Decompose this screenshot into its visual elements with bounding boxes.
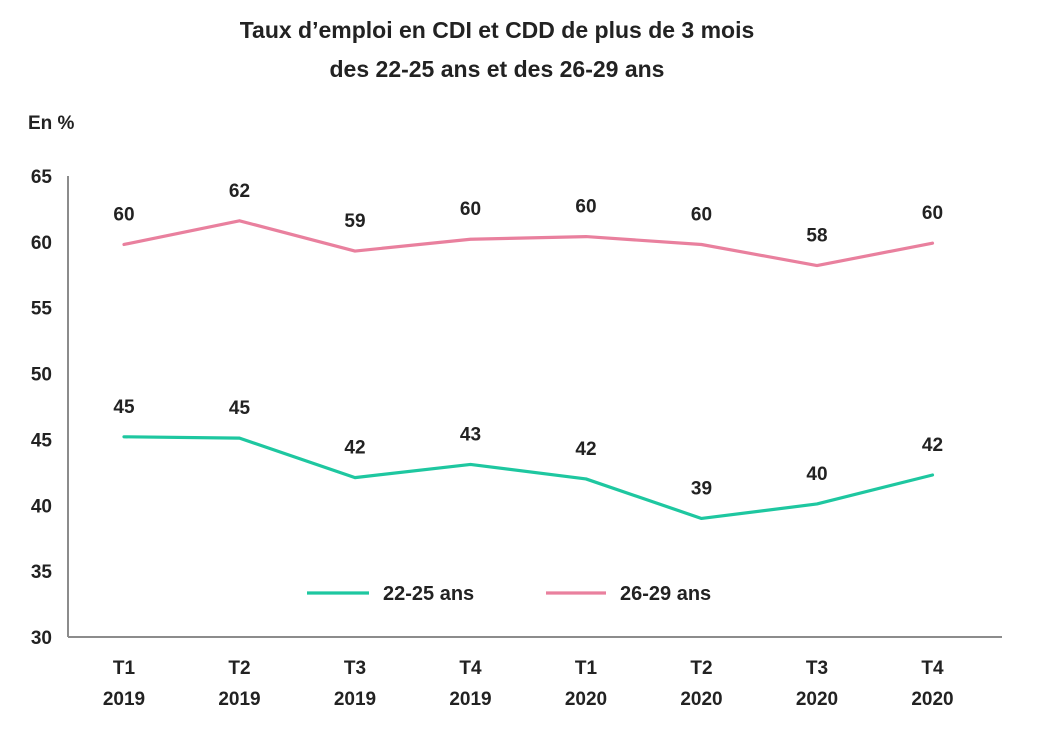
x-tick-year: 2020 (911, 689, 953, 710)
y-ticks: 30 35 40 45 50 55 60 65 (31, 167, 53, 649)
x-ticks: T1 2019 T2 2019 T3 2019 T4 2019 T1 2020 T2 2020 T3 20… (103, 658, 954, 710)
y-tick-label: 40 (31, 496, 52, 517)
x-tick-year: 2020 (796, 689, 838, 710)
data-label: 60 (691, 204, 712, 225)
y-tick-label: 55 (31, 299, 53, 320)
data-label: 45 (229, 398, 251, 419)
series-line-26-29 (122, 219, 935, 268)
x-tick-quarter: T2 (228, 658, 250, 679)
x-tick-year: 2019 (334, 689, 376, 710)
x-tick-quarter: T2 (690, 658, 712, 679)
series-line-22-25 (122, 435, 935, 521)
x-tick-quarter: T3 (344, 658, 366, 679)
legend: 22-25 ans 26-29 ans (307, 583, 711, 605)
x-tick-quarter: T1 (575, 658, 598, 679)
chart-title-line-1: Taux d’emploi en CDI et CDD de plus de 3… (240, 17, 755, 43)
data-label: 59 (344, 211, 365, 232)
data-label: 60 (922, 203, 943, 224)
y-unit-label: En % (28, 113, 75, 134)
y-tick-label: 60 (31, 233, 52, 254)
x-tick-quarter: T4 (921, 658, 944, 679)
y-tick-label: 50 (31, 365, 52, 386)
y-tick-label: 65 (31, 167, 53, 188)
data-label: 42 (922, 435, 943, 456)
data-label: 62 (229, 181, 250, 202)
y-tick-label: 35 (31, 562, 53, 583)
x-tick-quarter: T3 (806, 658, 828, 679)
chart-title-line-2: des 22-25 ans et des 26-29 ans (330, 56, 665, 82)
x-tick-quarter: T4 (459, 658, 482, 679)
data-label: 43 (460, 424, 481, 445)
data-label: 39 (691, 478, 712, 499)
data-label: 58 (806, 226, 827, 247)
data-label: 40 (806, 464, 827, 485)
y-tick-label: 45 (31, 430, 53, 451)
data-label: 60 (113, 204, 134, 225)
x-tick-quarter: T1 (113, 658, 136, 679)
x-tick-year: 2019 (449, 689, 491, 710)
data-label: 45 (113, 397, 135, 418)
legend-label: 26-29 ans (620, 583, 711, 605)
x-tick-year: 2020 (565, 689, 607, 710)
data-label: 60 (460, 199, 481, 220)
legend-label: 22-25 ans (383, 583, 474, 605)
y-tick-label: 30 (31, 628, 52, 649)
data-label: 42 (344, 438, 365, 459)
series-group: 45 45 42 43 42 39 40 42 60 62 59 60 60 60 58 60 (113, 181, 943, 521)
x-tick-year: 2020 (680, 689, 722, 710)
data-label: 42 (575, 439, 596, 460)
x-tick-year: 2019 (103, 689, 145, 710)
data-label: 60 (575, 197, 596, 218)
x-tick-year: 2019 (218, 689, 260, 710)
